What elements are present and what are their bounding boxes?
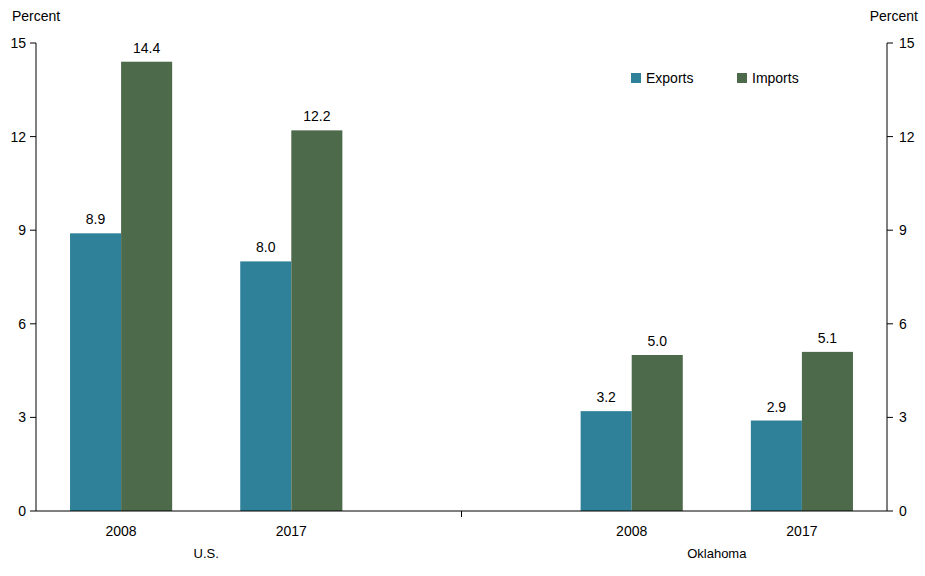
y2-axis-line <box>887 43 888 511</box>
bar <box>291 130 342 511</box>
group-label: Oklahoma <box>687 546 747 561</box>
data-label: 8.0 <box>256 239 276 255</box>
y-tick <box>30 323 36 324</box>
y2-tick <box>887 230 893 231</box>
x-tick-label: 2017 <box>786 523 817 539</box>
bar <box>751 421 802 511</box>
bar <box>121 62 172 511</box>
bar <box>632 355 683 511</box>
bars <box>70 62 853 511</box>
y2-tick-label: 9 <box>899 222 907 238</box>
y2-tick-label: 6 <box>899 316 907 332</box>
data-label: 3.2 <box>596 389 616 405</box>
x-tick-label: 2008 <box>106 523 137 539</box>
y-tick-label: 15 <box>10 35 26 51</box>
y2-tick <box>887 417 893 418</box>
group-label: U.S. <box>194 546 219 561</box>
bar <box>802 352 853 511</box>
legend: Exports Imports <box>631 70 799 86</box>
y2-tick <box>887 323 893 324</box>
legend-swatch <box>737 73 747 83</box>
legend-label: Imports <box>752 70 799 86</box>
x-tick-label: 2017 <box>276 523 307 539</box>
y2-tick-label: 0 <box>899 503 907 519</box>
data-label: 2.9 <box>767 399 787 415</box>
y-tick <box>30 417 36 418</box>
y-axis-line <box>36 43 37 511</box>
data-label: 12.2 <box>303 108 330 124</box>
y-tick-label: 6 <box>18 316 26 332</box>
bar <box>240 261 291 511</box>
y-tick <box>30 511 36 512</box>
y2-tick <box>887 43 893 44</box>
y2-tick <box>887 511 893 512</box>
y2-tick-label: 3 <box>899 409 907 425</box>
data-label: 14.4 <box>133 40 160 56</box>
chart: Percent Percent 0 3 6 9 12 15 0 3 6 9 12 15 8.9 8.0 3.2 2… <box>0 0 925 576</box>
y-tick <box>30 136 36 137</box>
y-tick-label: 9 <box>18 222 26 238</box>
y-tick <box>30 230 36 231</box>
y2-tick-label: 12 <box>899 129 915 145</box>
data-label: 5.1 <box>818 330 838 346</box>
bar <box>70 233 121 511</box>
y-tick-label: 12 <box>10 129 26 145</box>
y2-tick <box>887 136 893 137</box>
x-tick-label: 2008 <box>616 523 647 539</box>
data-labels: 8.9 8.0 3.2 2.9 14.4 12.2 5.0 5.1 <box>86 40 838 415</box>
y-tick-label: 3 <box>18 409 26 425</box>
group-separator <box>461 511 462 517</box>
y-axis-label: Percent <box>12 8 60 24</box>
y-tick-label: 0 <box>18 503 26 519</box>
legend-swatch <box>631 73 641 83</box>
y-tick <box>30 43 36 44</box>
y2-axis-label: Percent <box>870 8 918 24</box>
data-label: 5.0 <box>647 333 667 349</box>
bar <box>581 411 632 511</box>
legend-label: Exports <box>646 70 693 86</box>
data-label: 8.9 <box>86 211 106 227</box>
y2-tick-label: 15 <box>899 35 915 51</box>
